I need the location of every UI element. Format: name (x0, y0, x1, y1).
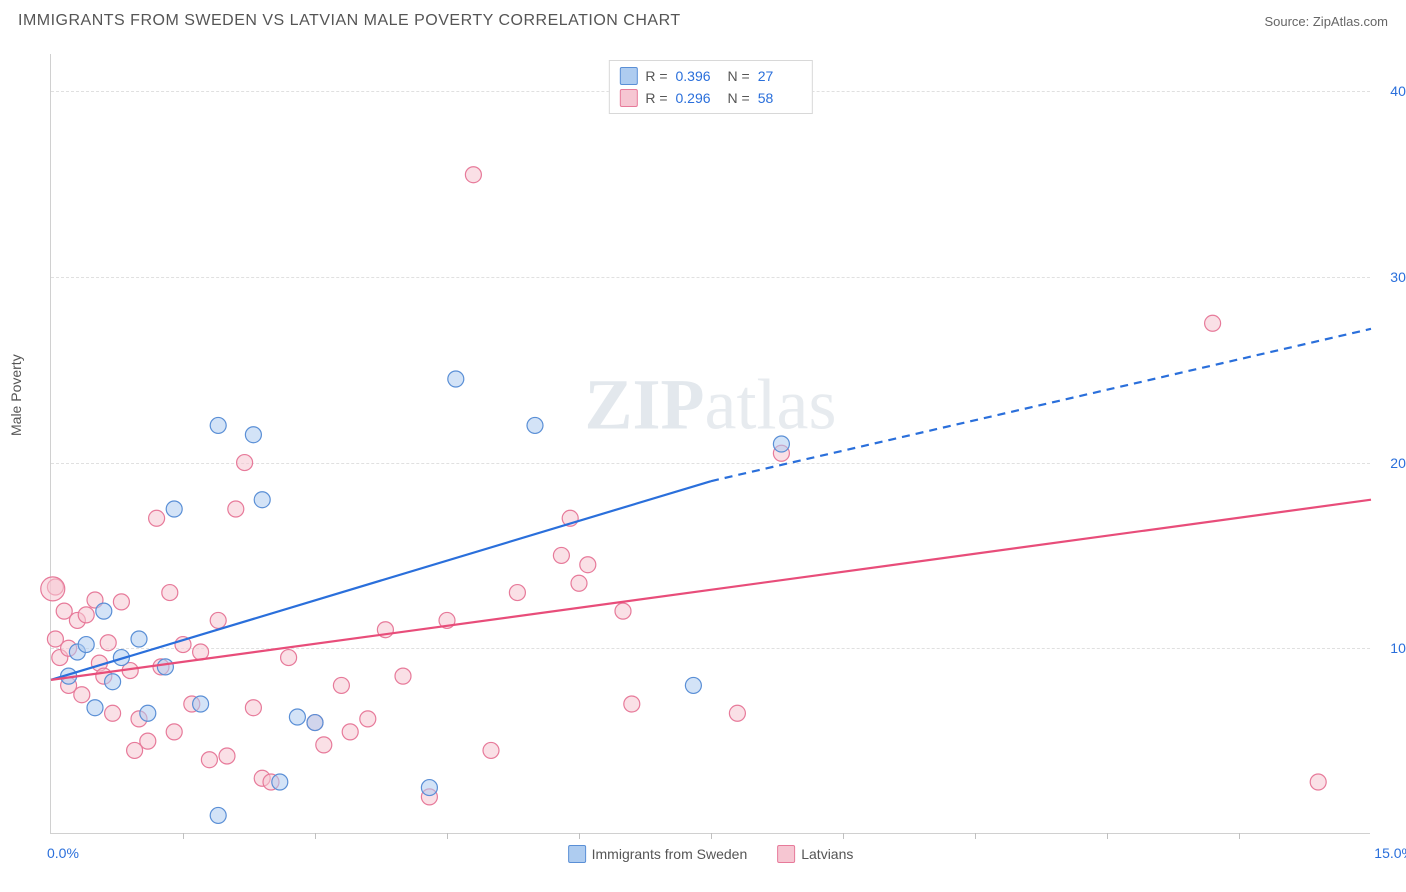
legend-label-latvian: Latvians (801, 846, 853, 862)
r-value-latvian: 0.296 (676, 90, 720, 106)
point-latvian (395, 668, 411, 684)
x-tick-mark (975, 833, 976, 839)
legend-label-sweden: Immigrants from Sweden (592, 846, 748, 862)
point-latvian (74, 687, 90, 703)
source-label: Source: ZipAtlas.com (1264, 14, 1388, 29)
point-sweden (527, 417, 543, 433)
point-latvian (113, 594, 129, 610)
point-latvian (316, 737, 332, 753)
scatter-svg (51, 54, 1370, 833)
legend-correlation: R = 0.396 N = 27 R = 0.296 N = 58 (608, 60, 812, 114)
point-sweden (448, 371, 464, 387)
legend-swatch-latvian (619, 89, 637, 107)
point-latvian (78, 607, 94, 623)
y-tick-label: 30.0% (1380, 269, 1406, 285)
point-latvian (624, 696, 640, 712)
point-sweden (140, 705, 156, 721)
point-latvian (245, 700, 261, 716)
point-sweden (254, 492, 270, 508)
point-latvian (140, 733, 156, 749)
x-tick-mark (843, 833, 844, 839)
point-latvian (465, 167, 481, 183)
trendline-sweden-dashed (711, 329, 1371, 481)
point-sweden (166, 501, 182, 517)
plot-area: ZIPatlas 10.0%20.0%30.0%40.0% 0.0% 15.0%… (50, 54, 1370, 834)
legend-series: Immigrants from Sweden Latvians (568, 845, 854, 863)
point-latvian (105, 705, 121, 721)
point-latvian (219, 748, 235, 764)
point-latvian (210, 612, 226, 628)
y-tick-label: 10.0% (1380, 640, 1406, 656)
point-latvian (571, 575, 587, 591)
x-tick-mark (447, 833, 448, 839)
point-latvian (237, 455, 253, 471)
chart-container: Male Poverty ZIPatlas 10.0%20.0%30.0%40.… (0, 44, 1406, 892)
point-latvian (1205, 315, 1221, 331)
r-value-sweden: 0.396 (676, 68, 720, 84)
point-sweden (105, 674, 121, 690)
point-sweden (193, 696, 209, 712)
point-latvian (162, 585, 178, 601)
n-value-latvian: 58 (758, 90, 802, 106)
point-latvian (342, 724, 358, 740)
trendline-sweden-solid (51, 481, 711, 680)
point-sweden (157, 659, 173, 675)
point-sweden (131, 631, 147, 647)
point-sweden (272, 774, 288, 790)
point-latvian (1310, 774, 1326, 790)
x-tick-mark (579, 833, 580, 839)
x-tick-mark (1107, 833, 1108, 839)
point-latvian (166, 724, 182, 740)
y-axis-label: Male Poverty (8, 354, 24, 436)
point-sweden (210, 807, 226, 823)
point-latvian (100, 635, 116, 651)
point-latvian-large (41, 577, 65, 601)
x-tick-min: 0.0% (47, 845, 79, 861)
legend-swatch-sweden (619, 67, 637, 85)
chart-title: IMMIGRANTS FROM SWEDEN VS LATVIAN MALE P… (18, 12, 681, 30)
point-latvian (149, 510, 165, 526)
n-value-sweden: 27 (758, 68, 802, 84)
point-latvian (483, 742, 499, 758)
point-sweden (307, 715, 323, 731)
point-latvian (553, 547, 569, 563)
point-latvian (228, 501, 244, 517)
point-latvian (333, 677, 349, 693)
x-tick-mark (183, 833, 184, 839)
legend-swatch-sweden-bottom (568, 845, 586, 863)
trendline-latvian (51, 500, 1371, 680)
point-sweden (245, 427, 261, 443)
point-sweden (773, 436, 789, 452)
point-sweden (210, 417, 226, 433)
y-tick-label: 20.0% (1380, 455, 1406, 471)
point-sweden (289, 709, 305, 725)
x-tick-mark (711, 833, 712, 839)
point-sweden (685, 677, 701, 693)
y-tick-label: 40.0% (1380, 83, 1406, 99)
point-latvian (360, 711, 376, 727)
point-latvian (729, 705, 745, 721)
point-sweden (87, 700, 103, 716)
point-latvian (509, 585, 525, 601)
x-tick-mark (1239, 833, 1240, 839)
legend-swatch-latvian-bottom (777, 845, 795, 863)
point-sweden (78, 637, 94, 653)
point-sweden (421, 780, 437, 796)
point-latvian (281, 650, 297, 666)
x-tick-max: 15.0% (1374, 845, 1406, 861)
point-latvian (615, 603, 631, 619)
point-sweden (96, 603, 112, 619)
point-latvian (201, 752, 217, 768)
x-tick-mark (315, 833, 316, 839)
point-latvian (580, 557, 596, 573)
